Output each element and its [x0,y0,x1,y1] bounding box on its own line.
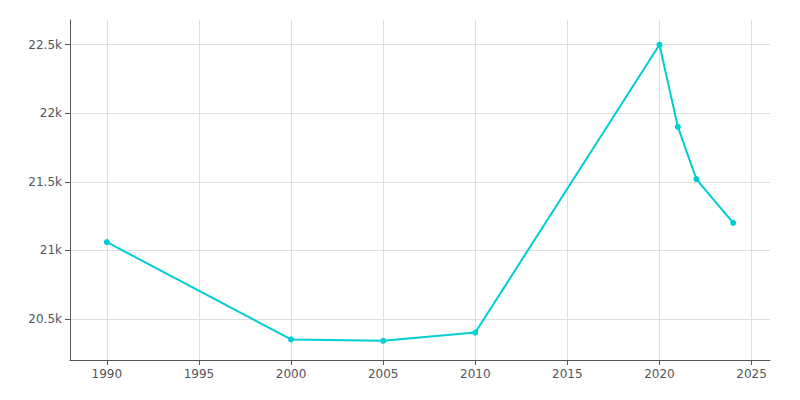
svg-text:22k: 22k [40,106,62,120]
svg-text:2015: 2015 [552,367,583,381]
svg-text:21k: 21k [40,243,62,257]
svg-text:1995: 1995 [184,367,215,381]
svg-text:20.5k: 20.5k [28,312,62,326]
svg-text:1990: 1990 [92,367,123,381]
svg-text:2025: 2025 [736,367,767,381]
svg-text:2000: 2000 [276,367,307,381]
svg-text:2020: 2020 [644,367,675,381]
svg-text:2005: 2005 [368,367,399,381]
svg-text:22.5k: 22.5k [28,38,62,52]
svg-text:21.5k: 21.5k [28,175,62,189]
svg-text:2010: 2010 [460,367,491,381]
